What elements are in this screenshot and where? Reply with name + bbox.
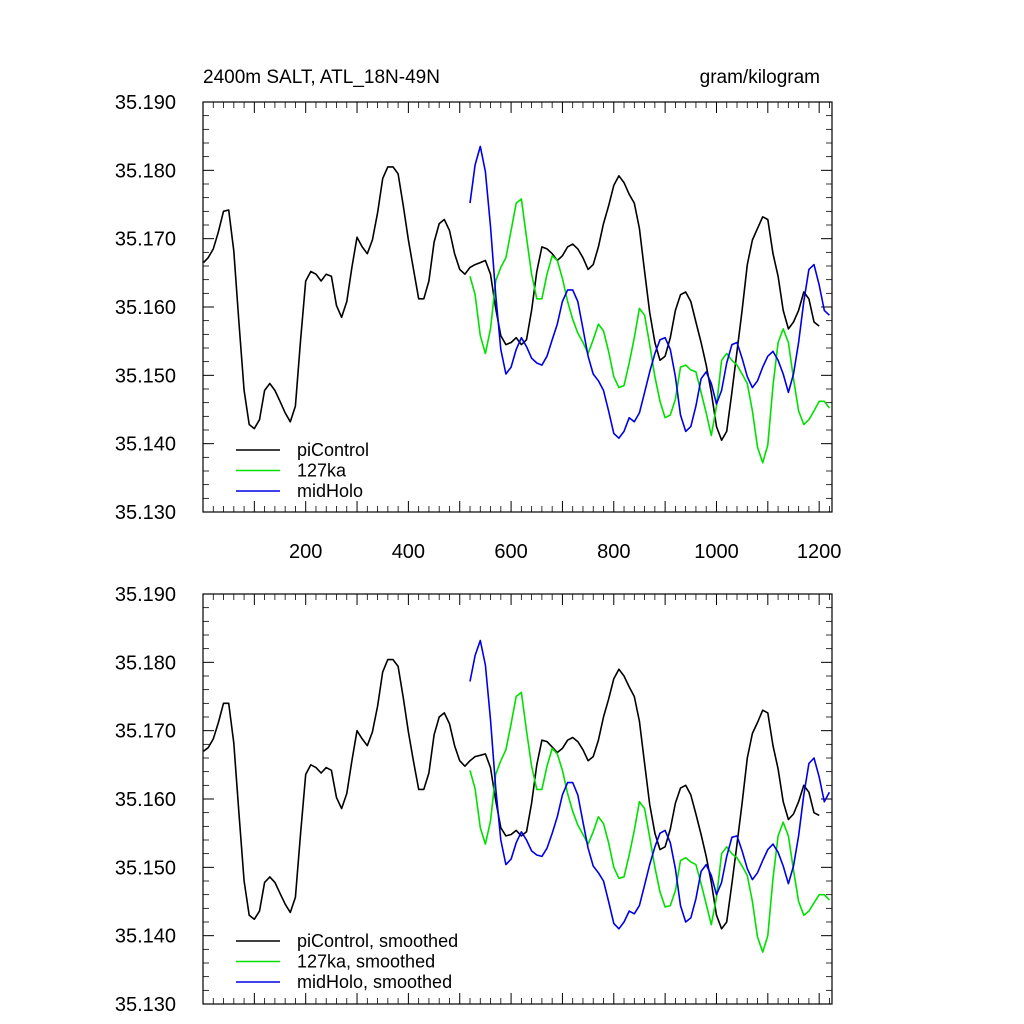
y-tick-label: 35.190 <box>115 584 176 606</box>
y-tick-label: 35.150 <box>115 365 176 387</box>
units-label: gram/kilogram <box>700 67 820 88</box>
plot-title: 2400m SALT, ATL_18N-49N <box>203 67 440 88</box>
x-tick-label: 400 <box>392 541 425 563</box>
series-line-127ka <box>469 691 830 953</box>
panel-raw: 35.130 35.140 35.150 35.160 35.170 35.180 35.1… <box>115 92 842 563</box>
x-tick-label: 800 <box>597 541 630 563</box>
y-tick-label: 35.170 <box>115 229 176 251</box>
x-tick-label: 1000 <box>694 541 739 563</box>
y-tick-label: 35.130 <box>115 994 176 1016</box>
y-tick-label: 35.180 <box>115 652 176 674</box>
series-line-midHolo <box>469 639 831 930</box>
legend-label-piControl: piControl, smoothed <box>297 931 458 951</box>
series-line-midHolo <box>469 145 830 439</box>
y-tick-label: 35.150 <box>115 857 176 879</box>
legend-label-127ka: 127ka, smoothed <box>297 952 435 972</box>
x-tick-label: 1200 <box>797 541 842 563</box>
legend-label-midHolo: midHolo <box>297 481 363 501</box>
x-tick-label: 200 <box>289 541 322 563</box>
panel-smoothed: 35.130 35.140 35.150 35.160 35.170 35.180 35.1… <box>115 584 833 1016</box>
y-tick-label: 35.170 <box>115 721 176 743</box>
y-tick-label: 35.130 <box>115 502 176 524</box>
y-tick-label: 35.180 <box>115 160 176 182</box>
y-tick-label: 35.140 <box>115 926 176 948</box>
y-tick-label: 35.160 <box>115 789 176 811</box>
legend-label-piControl: piControl <box>297 440 369 460</box>
series-line-127ka <box>469 198 831 464</box>
series-line-piControl <box>203 658 820 930</box>
y-tick-label: 35.160 <box>115 297 176 319</box>
x-tick-label: 600 <box>494 541 527 563</box>
y-tick-label: 35.190 <box>115 92 176 114</box>
legend-label-midHolo: midHolo, smoothed <box>297 972 452 992</box>
series-line-piControl <box>202 166 820 441</box>
y-tick-label: 35.140 <box>115 434 176 456</box>
legend-label-127ka: 127ka <box>297 461 347 481</box>
